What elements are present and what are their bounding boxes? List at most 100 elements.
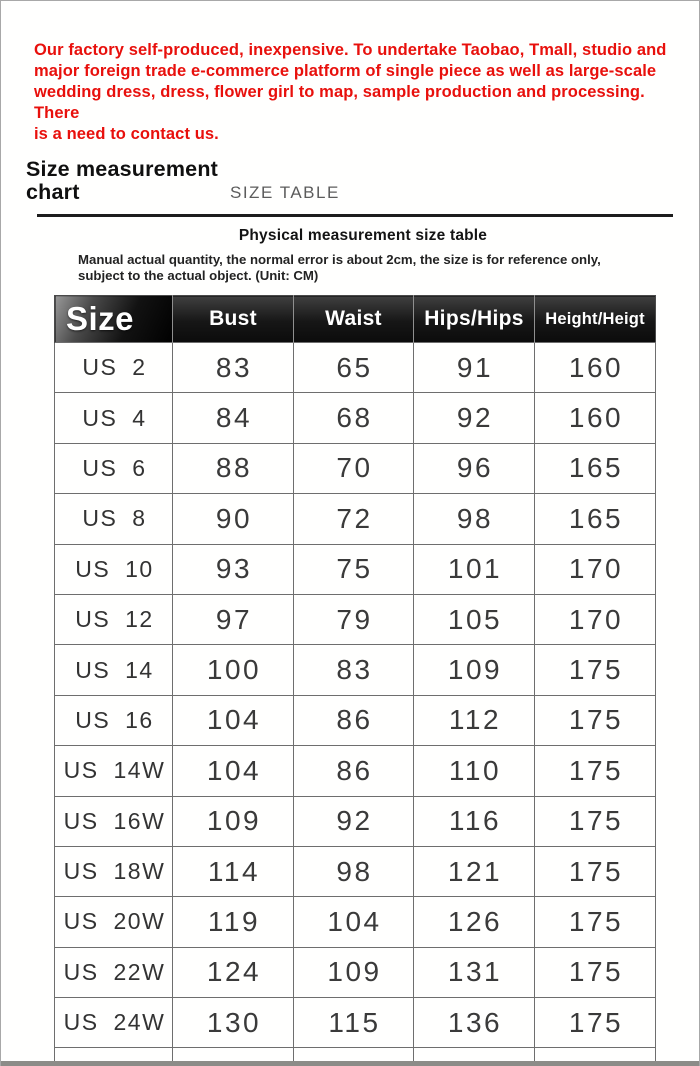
column-header-waist: Waist <box>293 295 414 343</box>
bust-cell: 114 <box>172 845 294 898</box>
divider-rule <box>37 214 673 217</box>
bust-cell: 88 <box>172 442 294 495</box>
hips-cell: 112 <box>413 694 535 747</box>
height-cell: 175 <box>534 845 656 898</box>
bust-cell: 124 <box>172 946 294 999</box>
column-header-bust: Bust <box>172 295 294 343</box>
waist-cell: 115 <box>293 997 414 1049</box>
hips-cell: 136 <box>413 997 535 1049</box>
hips-cell: 96 <box>413 442 535 495</box>
size-table-row: US 20W 119 104 126 175 <box>54 896 656 948</box>
measurement-note: Manual actual quantity, the normal error… <box>78 252 601 283</box>
bust-cell: 100 <box>172 644 294 696</box>
height-cell: 165 <box>534 493 656 545</box>
waist-cell: 109 <box>293 946 414 999</box>
measurement-table-title: Physical measurement size table <box>238 227 488 244</box>
size-cell: US 4 <box>54 392 173 444</box>
height-cell: 170 <box>534 543 656 595</box>
size-table-row: US 16 104 86 112 175 <box>54 694 656 747</box>
bust-cell: 104 <box>172 745 294 797</box>
size-table-row: US 16W 109 92 116 175 <box>54 795 656 847</box>
size-table-row: US 8 90 72 98 165 <box>54 493 656 545</box>
height-cell: 175 <box>534 745 656 797</box>
size-table-row: US 24W 130 115 136 175 <box>54 997 656 1049</box>
height-cell: 175 <box>534 896 656 948</box>
height-cell: 175 <box>534 946 656 999</box>
bottom-divider-bar <box>1 1061 699 1066</box>
waist-cell: 72 <box>293 493 414 545</box>
size-cell: US 22W <box>54 946 173 999</box>
section-title-line2: chart <box>26 180 80 204</box>
column-header-size: Size <box>54 295 173 343</box>
size-cell: US 18W <box>54 845 173 898</box>
bust-cell: 90 <box>172 493 294 545</box>
bust-cell: 97 <box>172 593 294 646</box>
size-table-row: US 4 84 68 92 160 <box>54 392 656 444</box>
size-cell: US 24W <box>54 997 173 1049</box>
factory-notice: Our factory self-produced, inexpensive. … <box>34 40 673 145</box>
size-table-body: US 2 83 65 91 160 US 4 84 68 92 160 US 6 <box>54 341 656 1066</box>
waist-cell: 98 <box>293 845 414 898</box>
size-table-row: US 6 88 70 96 165 <box>54 442 656 495</box>
bust-cell: 104 <box>172 694 294 747</box>
height-cell: 175 <box>534 997 656 1049</box>
waist-cell: 65 <box>293 341 414 394</box>
height-cell: 160 <box>534 392 656 444</box>
hips-cell: 105 <box>413 593 535 646</box>
size-cell: US 10 <box>54 543 173 595</box>
hips-cell: 92 <box>413 392 535 444</box>
bust-cell: 109 <box>172 795 294 847</box>
column-header-height: Height/Heigt <box>534 295 656 343</box>
hips-cell: 101 <box>413 543 535 595</box>
factory-notice-line: Our factory self-produced, inexpensive. … <box>34 41 667 59</box>
hips-cell: 121 <box>413 845 535 898</box>
hips-cell: 98 <box>413 493 535 545</box>
height-cell: 175 <box>534 795 656 847</box>
waist-cell: 70 <box>293 442 414 495</box>
size-table-row: US 18W 114 98 121 175 <box>54 845 656 898</box>
hips-cell: 116 <box>413 795 535 847</box>
size-cell: US 14W <box>54 745 173 797</box>
size-table-row: US 22W 124 109 131 175 <box>54 946 656 999</box>
hips-cell: 110 <box>413 745 535 797</box>
size-cell: US 16W <box>54 795 173 847</box>
hips-cell: 126 <box>413 896 535 948</box>
size-table-row: US 14W 104 86 110 175 <box>54 745 656 797</box>
section-title-line1: Size measurement <box>26 157 219 181</box>
size-cell: US 16 <box>54 694 173 747</box>
height-cell: 165 <box>534 442 656 495</box>
bust-cell: 84 <box>172 392 294 444</box>
waist-cell: 104 <box>293 896 414 948</box>
size-cell: US 2 <box>54 341 173 394</box>
factory-notice-line: is a need to contact us. <box>34 125 219 143</box>
waist-cell: 75 <box>293 543 414 595</box>
height-cell: 160 <box>534 341 656 394</box>
size-cell: US 20W <box>54 896 173 948</box>
hips-cell: 131 <box>413 946 535 999</box>
section-title: Size measurement chart <box>26 158 699 204</box>
size-table-header-row: Size Bust Waist Hips/Hips Height/Heigt <box>54 295 656 343</box>
size-cell: US 6 <box>54 442 173 495</box>
factory-notice-line: major foreign trade e-commerce platform … <box>34 62 657 80</box>
size-cell: US 8 <box>54 493 173 545</box>
waist-cell: 86 <box>293 694 414 747</box>
bust-cell: 93 <box>172 543 294 595</box>
size-cell: US 12 <box>54 593 173 646</box>
waist-cell: 79 <box>293 593 414 646</box>
height-cell: 175 <box>534 644 656 696</box>
size-table-row: US 10 93 75 101 170 <box>54 543 656 595</box>
hips-cell: 91 <box>413 341 535 394</box>
size-table-row: US 12 97 79 105 170 <box>54 593 656 646</box>
factory-notice-line: wedding dress, dress, flower girl to map… <box>34 83 645 122</box>
height-cell: 170 <box>534 593 656 646</box>
waist-cell: 68 <box>293 392 414 444</box>
height-cell: 175 <box>534 694 656 747</box>
bust-cell: 83 <box>172 341 294 394</box>
size-cell: US 14 <box>54 644 173 696</box>
section-header: Size measurement chart SIZE TABLE <box>26 158 699 206</box>
size-table-row: US 14 100 83 109 175 <box>54 644 656 696</box>
bust-cell: 119 <box>172 896 294 948</box>
waist-cell: 92 <box>293 795 414 847</box>
waist-cell: 83 <box>293 644 414 696</box>
